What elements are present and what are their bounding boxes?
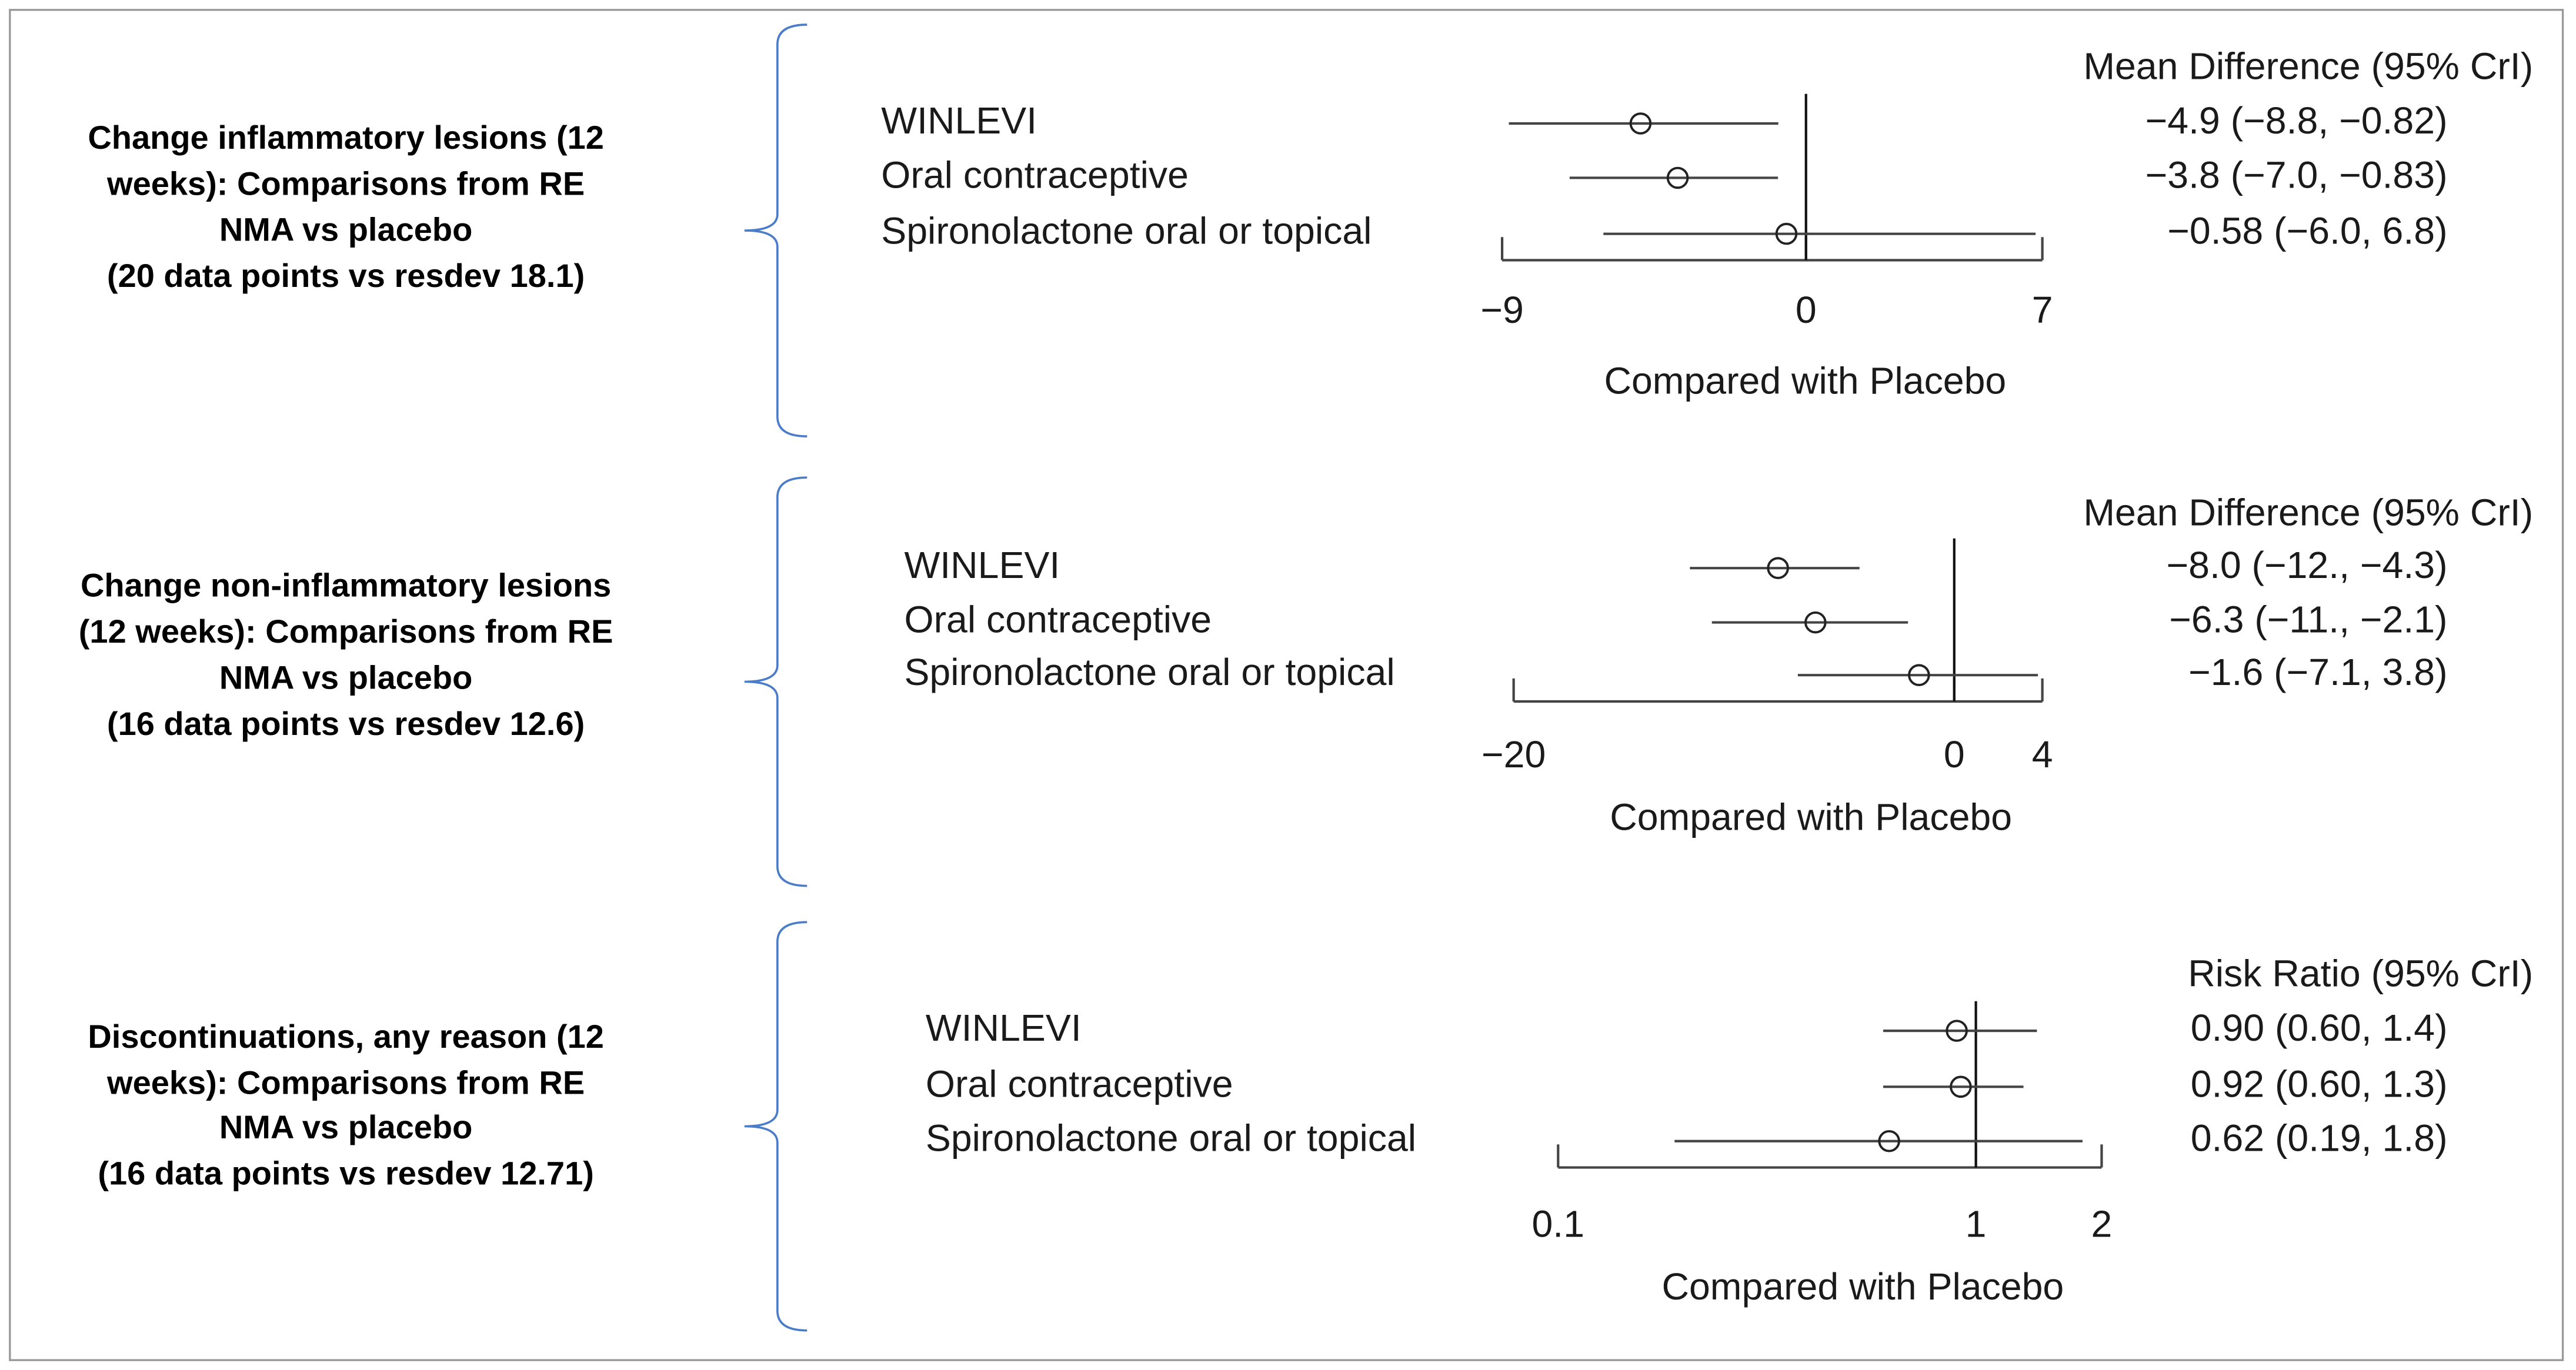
point-estimate [1666,166,1689,189]
x-tick-label: 2 [2091,1202,2113,1245]
description-line: NMA vs placebo [219,211,472,248]
description-line: weeks): Comparisons from RE [106,165,585,202]
description-line: (16 data points vs resdev 12.71) [98,1154,593,1191]
description-line: NMA vs placebo [219,1108,472,1145]
brace [744,921,807,1332]
frame [9,9,2564,1361]
brace [744,476,807,887]
x-axis-label: Compared with Placebo [1610,796,2012,838]
category-label: WINLEVI [904,544,1060,586]
category-label: WINLEVI [926,1007,1082,1049]
x-tick-label: −20 [1481,733,1546,776]
value-label: −0.58 (−6.0, 6.8) [2167,210,2447,252]
value-label: 0.90 (0.60, 1.4) [2191,1007,2448,1049]
value-label: −3.8 (−7.0, −0.83) [2145,153,2448,196]
category-label: WINLEVI [881,99,1037,142]
point-estimate [1775,222,1798,245]
point-estimate [1950,1075,1972,1098]
point-estimate [1878,1130,1900,1152]
category-label: Oral contraceptive [904,599,1212,641]
description-line: Change non-inflammatory lesions [81,567,611,604]
value-label: 0.92 (0.60, 1.3) [2191,1062,2448,1105]
value-label: −1.6 (−7.1, 3.8) [2188,651,2447,693]
category-label: Spironolactone oral or topical [926,1117,1416,1160]
description-line: Change inflammatory lesions (12 [88,119,604,156]
value-label: −8.0 (−12., −4.3) [2167,544,2448,586]
point-estimate [1629,112,1652,135]
description-line: (16 data points vs resdev 12.6) [107,705,585,742]
category-label: Spironolactone oral or topical [904,651,1394,693]
x-tick-label: 7 [2032,289,2053,331]
category-label: Spironolactone oral or topical [881,210,1372,252]
description-line: weeks): Comparisons from RE [106,1064,585,1101]
point-estimate [1804,611,1827,634]
value-label: −6.3 (−11., −2.1) [2169,599,2447,641]
point-estimate [1908,664,1930,686]
x-tick-label: 0.1 [1532,1202,1585,1245]
x-axis-label: Compared with Placebo [1661,1265,2064,1308]
x-tick-label: 1 [1966,1202,1987,1245]
value-label: 0.62 (0.19, 1.8) [2191,1117,2448,1160]
point-estimate [1767,557,1789,579]
category-label: Oral contraceptive [881,153,1189,196]
brace [744,24,807,437]
description-line: Discontinuations, any reason (12 [88,1018,604,1055]
description-line: NMA vs placebo [219,659,472,696]
x-tick-label: 4 [2032,733,2053,776]
x-tick-label: 0 [1944,733,1965,776]
description-line: (12 weeks): Comparisons from RE [79,613,613,650]
x-axis-label: Compared with Placebo [1604,360,2006,402]
point-estimate [1946,1020,1968,1042]
category-label: Oral contraceptive [926,1062,1233,1105]
header: Risk Ratio (95% CrI) [2188,953,2533,995]
value-label: −4.9 (−8.8, −0.82) [2145,99,2448,142]
x-tick-label: 0 [1796,289,1817,331]
header: Mean Difference (95% CrI) [2083,492,2533,534]
header: Mean Difference (95% CrI) [2083,45,2533,88]
description-line: (20 data points vs resdev 18.1) [107,257,585,294]
x-tick-label: −9 [1480,289,1523,331]
